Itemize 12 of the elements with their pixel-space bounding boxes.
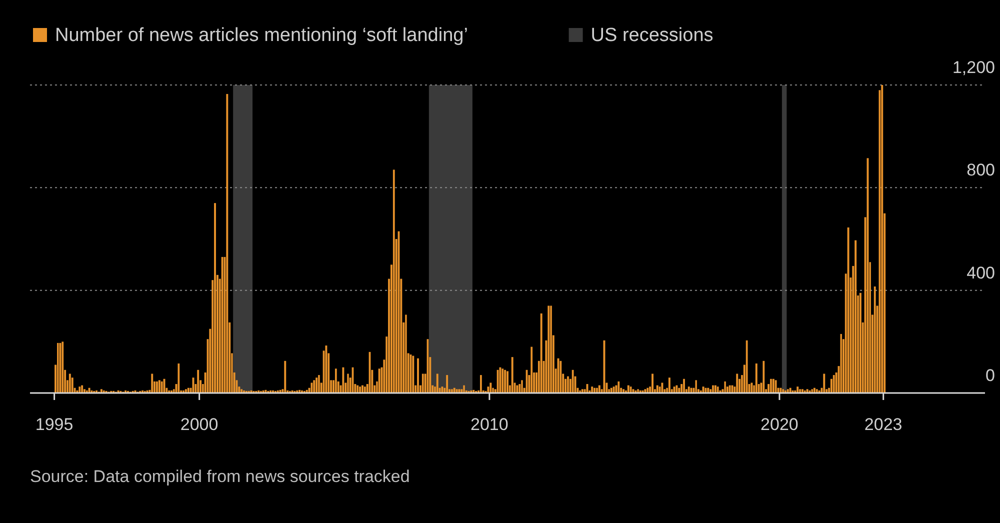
y-tick-label: 0 — [986, 366, 995, 385]
legend-label: US recessions — [590, 25, 714, 46]
x-tick-label: 2020 — [760, 415, 798, 434]
y-tick-label: 1,200 — [952, 58, 995, 77]
x-tick-label: 2000 — [180, 415, 218, 434]
y-tick-label: 400 — [966, 263, 995, 282]
y-tick-label: 800 — [966, 160, 995, 180]
x-tick-label: 2010 — [470, 415, 508, 434]
x-tick-label: 2023 — [864, 415, 902, 434]
source-note: Source: Data compiled from news sources tracked — [30, 467, 410, 486]
legend-label: Number of news articles mentioning ‘soft landing’ — [55, 25, 468, 46]
x-tick-label: 1995 — [35, 415, 74, 434]
